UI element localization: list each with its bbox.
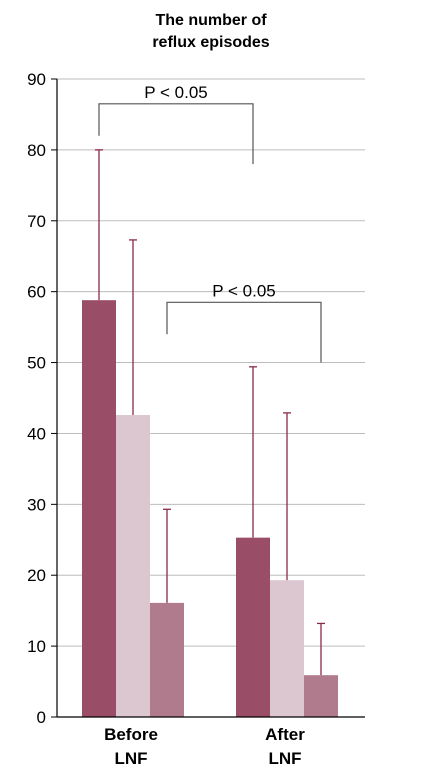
p-value-label: P < 0.05 [144,83,208,102]
y-tick-label: 40 [27,424,46,443]
bar [82,300,116,717]
bar [270,580,304,717]
significance-annotations: P < 0.05 P < 0.05 [98,83,322,363]
bar [236,537,270,717]
y-tick-label: 30 [27,495,46,514]
error-bars [95,149,325,676]
axes [51,78,365,718]
x-category-label: Before [104,725,158,744]
x-category-label: LNF [114,749,147,768]
y-tick-label: 60 [27,283,46,302]
y-tick-label: 50 [27,354,46,373]
y-tick-label: 70 [27,212,46,231]
x-category-label: After [265,725,305,744]
chart-title: The number of reflux episodes [152,12,269,51]
bar [150,602,184,717]
y-tick-labels: 0 10 20 30 40 50 60 70 80 90 [27,70,46,727]
bar [116,415,150,717]
y-tick-label: 20 [27,566,46,585]
significance-bracket [166,301,322,363]
y-tick-label: 0 [37,708,46,727]
y-tick-label: 10 [27,637,46,656]
y-tick-label: 90 [27,70,46,89]
p-value-label: P < 0.05 [212,281,276,300]
chart-title-line: reflux episodes [152,34,269,51]
x-category-label: LNF [268,749,301,768]
significance-bracket [98,103,254,165]
x-category-labels: Before LNF After LNF [104,725,305,768]
chart-title-line: The number of [155,12,267,29]
y-tick-label: 80 [27,141,46,160]
bars [82,300,338,717]
bar [304,675,338,717]
